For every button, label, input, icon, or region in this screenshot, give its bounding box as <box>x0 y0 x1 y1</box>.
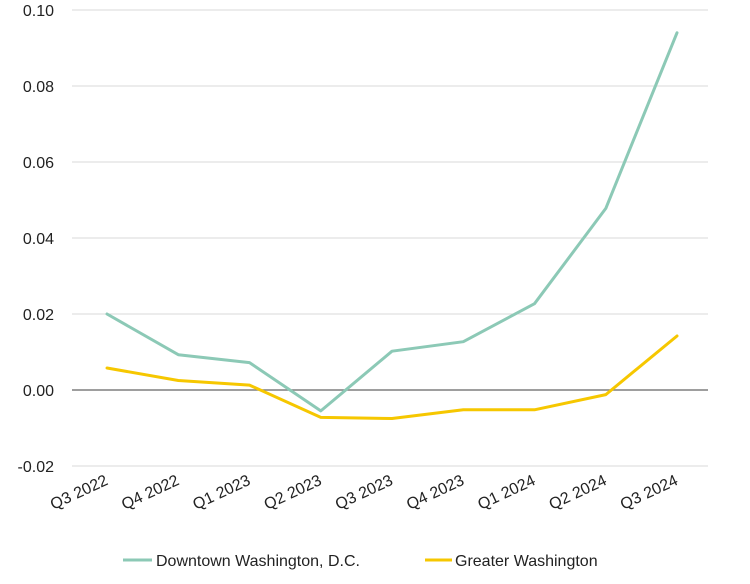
x-axis: Q3 2022 Q4 2022 Q1 2023 Q2 2023 Q3 2023 Q4 20… <box>48 472 681 513</box>
y-tick-label: 0.08 <box>23 79 54 96</box>
series-line-1 <box>105 334 679 420</box>
x-tick-label: Q3 2022 <box>48 472 111 513</box>
y-tick-label: -0.02 <box>18 459 55 476</box>
legend-label: Greater Washington <box>455 553 598 570</box>
y-tick-label: 0.10 <box>23 3 54 20</box>
legend-label: Downtown Washington, D.C. <box>156 553 360 570</box>
series-line-0 <box>105 31 679 413</box>
series-lines <box>105 31 679 420</box>
gridlines <box>72 9 708 467</box>
y-tick-label: 0.06 <box>23 155 54 172</box>
y-tick-label: 0.00 <box>23 383 54 400</box>
x-tick-label: Q1 2023 <box>190 472 253 513</box>
legend: Downtown Washington, D.C. Greater Washing… <box>123 553 598 570</box>
y-tick-label: 0.02 <box>23 307 54 324</box>
x-tick-label: Q1 2024 <box>475 472 538 513</box>
x-tick-label: Q4 2023 <box>404 472 467 513</box>
y-axis: -0.02 0.00 0.02 0.04 0.06 0.08 0.10 <box>18 3 55 476</box>
x-tick-label: Q3 2023 <box>333 472 396 513</box>
y-tick-label: 0.04 <box>23 231 54 248</box>
x-tick-label: Q2 2023 <box>262 472 325 513</box>
x-tick-label: Q2 2024 <box>547 472 610 513</box>
x-tick-label: Q4 2022 <box>119 472 182 513</box>
x-tick-label: Q3 2024 <box>618 472 681 513</box>
